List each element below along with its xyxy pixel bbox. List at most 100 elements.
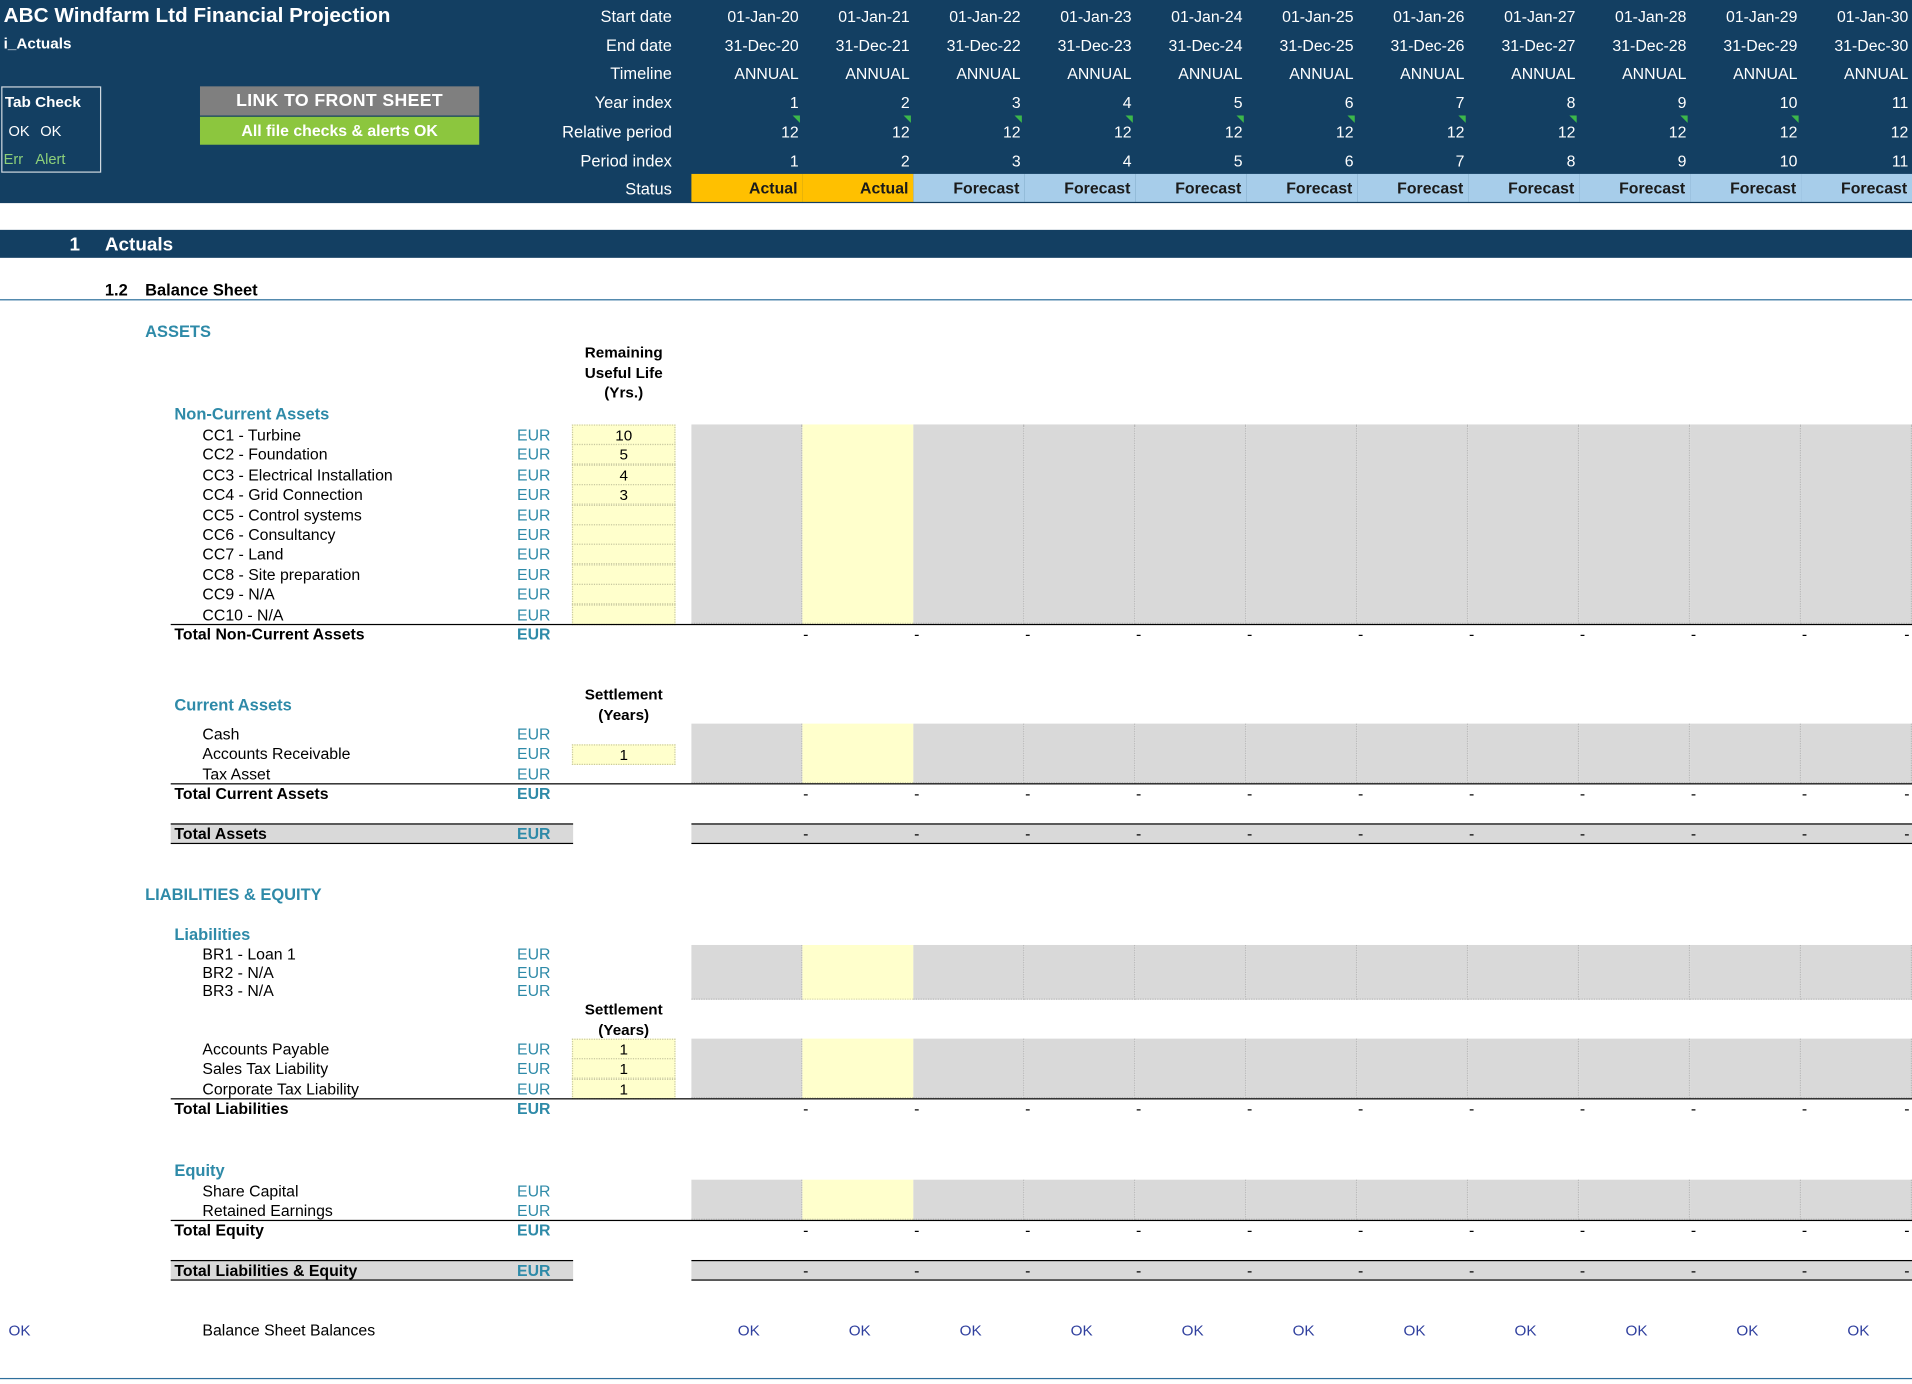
payable-cell[interactable] [1246,1038,1358,1099]
payable-cell[interactable] [1579,1038,1691,1099]
non-current-asset-cell[interactable] [1468,424,1580,624]
current-asset-cell[interactable] [1690,723,1802,784]
current-asset-input-cell[interactable] [802,723,914,784]
comment-indicator [1458,115,1466,123]
loan-cell[interactable] [1468,944,1580,1000]
status-cell: Forecast [1135,173,1247,202]
equity-cell[interactable] [1135,1179,1247,1220]
loan-cell[interactable] [1690,944,1802,1000]
year-index-cell: 3 [1011,93,1021,112]
non-current-asset-cell[interactable] [1579,424,1691,624]
payable-cell[interactable] [1468,1038,1580,1099]
current-asset-cell[interactable] [1468,723,1580,784]
useful-life-header: Remaining Useful Life (Yrs.) [572,343,676,403]
non-current-asset-cell[interactable] [691,424,803,624]
payable-cell[interactable] [1690,1038,1802,1099]
equity-cell[interactable] [1690,1179,1802,1220]
payable-cell[interactable] [913,1038,1025,1099]
total-current-assets-value: - [1025,784,1031,803]
loan-cell[interactable] [913,944,1025,1000]
non-current-asset-cell[interactable] [1801,424,1912,624]
non-current-assets-heading: Non-Current Assets [174,404,330,424]
total-equity-unit: EUR [517,1221,551,1240]
loan-cell[interactable] [1246,944,1358,1000]
payable-cell[interactable] [1801,1038,1912,1099]
equity-input-cell[interactable] [802,1179,914,1220]
relative-period-cell: 12 [1779,122,1798,142]
settlement-input[interactable]: 1 [571,1078,676,1100]
settlement-input[interactable]: 1 [571,744,676,766]
useful-life-input[interactable] [571,544,676,565]
settlement-input[interactable]: 1 [571,1038,676,1060]
non-current-asset-input-cell[interactable] [802,424,914,624]
relative-period-cell: 12 [1224,122,1243,142]
link-to-front-sheet-button[interactable]: LINK TO FRONT SHEET [199,86,480,116]
useful-life-input[interactable]: 5 [571,444,676,466]
loan-cell[interactable] [1579,944,1691,1000]
end-date-cell: 31-Dec-22 [946,36,1021,55]
year-index-cell: 6 [1344,93,1354,112]
total-equity-value: - [1247,1221,1253,1240]
non-current-asset-cell[interactable] [1357,424,1469,624]
period-index-cell: 9 [1677,152,1687,171]
equity-cell[interactable] [1357,1179,1469,1220]
non-current-asset-cell[interactable] [1024,424,1136,624]
loan-cell[interactable] [691,944,803,1000]
useful-life-input[interactable] [571,584,676,605]
total-current-assets-value: - [1357,784,1364,803]
equity-cell[interactable] [1246,1179,1358,1220]
comment-indicator [1014,115,1022,123]
period-index-cell: 7 [1455,152,1465,171]
current-asset-cell[interactable] [1246,723,1358,784]
useful-life-input[interactable]: 3 [571,484,676,505]
loan-input-cell[interactable] [802,944,914,1000]
useful-life-input[interactable]: 10 [571,424,676,446]
useful-life-input[interactable] [571,564,676,585]
status-cell: Forecast [1468,173,1580,202]
current-asset-row-label: Tax Asset [202,764,271,783]
loan-cell[interactable] [1357,944,1469,1000]
loan-cell[interactable] [1135,944,1247,1000]
payable-cell[interactable] [1357,1038,1469,1099]
useful-life-input[interactable] [571,524,676,545]
tab-check-box [1,86,102,173]
equity-cell[interactable] [913,1179,1025,1220]
current-asset-cell[interactable] [1357,723,1469,784]
payable-cell[interactable] [1135,1038,1247,1099]
total-current-assets-value: - [1247,784,1253,803]
useful-life-input[interactable] [571,603,676,625]
status-cell: Forecast [1690,173,1802,202]
equity-row-unit: EUR [517,1182,551,1201]
current-asset-cell[interactable] [1024,723,1136,784]
non-current-asset-cell[interactable] [913,424,1025,624]
settlement-input[interactable]: 1 [571,1058,676,1080]
equity-cell[interactable] [1468,1179,1580,1220]
useful-life-input[interactable]: 4 [571,464,676,486]
payable-cell[interactable] [691,1038,803,1099]
current-asset-cell[interactable] [913,723,1025,784]
current-asset-cell[interactable] [1579,723,1691,784]
non-current-asset-cell[interactable] [1690,424,1802,624]
non-current-asset-cell[interactable] [1246,424,1358,624]
loan-cell[interactable] [1024,944,1136,1000]
equity-cell[interactable] [691,1179,803,1220]
equity-cell[interactable] [1024,1179,1136,1220]
loan-cell[interactable] [1801,944,1912,1000]
non-current-asset-row-unit: EUR [517,605,551,624]
equity-cell[interactable] [1579,1179,1691,1220]
section-number: 1 [69,234,81,256]
start-date-cell: 01-Jan-27 [1504,7,1576,26]
non-current-asset-cell[interactable] [1135,424,1247,624]
total-liabilities-value: - [803,1099,809,1118]
payable-input-cell[interactable] [802,1038,914,1099]
total-liabilities-value: - [1690,1099,1697,1118]
equity-cell[interactable] [1801,1179,1912,1220]
current-asset-cell[interactable] [1135,723,1247,784]
payable-cell[interactable] [1024,1038,1136,1099]
total-liabilities-value: - [1136,1099,1142,1118]
useful-life-input[interactable] [571,504,676,525]
current-asset-cell[interactable] [691,723,803,784]
current-asset-cell[interactable] [1801,723,1912,784]
tab-check-title: Tab Check [4,93,81,111]
total-liabilities-equity-value: - [1025,1261,1031,1280]
